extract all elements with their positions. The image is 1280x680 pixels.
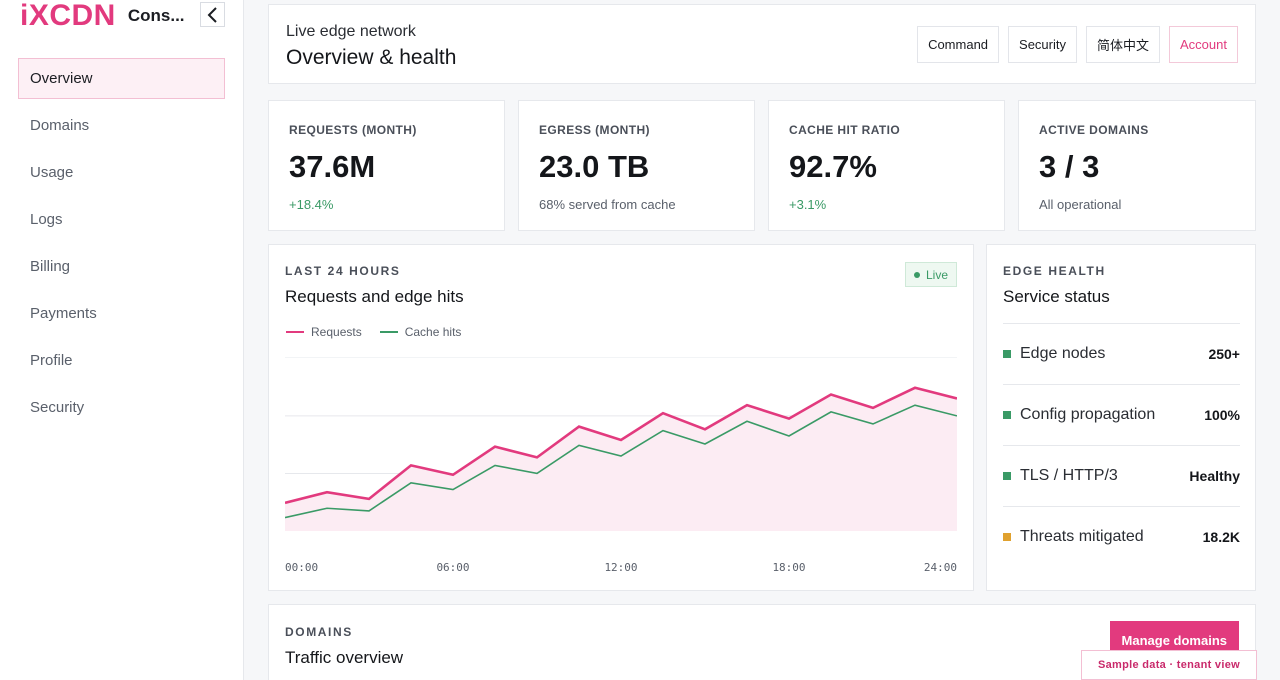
health-row-threats: Threats mitigated 18.2K — [1003, 506, 1240, 567]
requests-chart-card: LAST 24 HOURS Requests and edge hits Liv… — [268, 244, 974, 591]
stat-label: EGRESS (MONTH) — [539, 123, 650, 137]
status-square-icon — [1003, 350, 1011, 358]
domains-card: DOMAINS Traffic overview Manage domains — [268, 604, 1256, 680]
stat-delta: +18.4% — [289, 197, 334, 212]
brand: iXCDN Cons... — [20, 0, 185, 32]
sidebar-item-label: Domains — [30, 117, 90, 134]
legend-item-requests[interactable]: Requests — [286, 325, 362, 339]
x-tick-label: 18:00 — [772, 561, 806, 574]
stat-value: 3 / 3 — [1039, 149, 1100, 184]
stat-delta: +3.1% — [789, 197, 827, 212]
status-square-icon — [1003, 533, 1011, 541]
live-badge: Live — [904, 262, 957, 287]
account-button[interactable]: Account — [1169, 26, 1238, 63]
stat-note: All operational — [1039, 197, 1122, 212]
chevron-left-icon — [207, 6, 217, 23]
command-button[interactable]: Command — [917, 26, 1000, 63]
stat-value: 23.0 TB — [539, 149, 650, 184]
sidebar-item-usage[interactable]: Usage — [18, 152, 225, 193]
brand-logo[interactable]: iXCDN — [20, 0, 116, 32]
stat-card-egress: EGRESS (MONTH) 23.0 TB 68% served from c… — [518, 100, 755, 231]
health-list: Edge nodes 250+ Config propagation 100% … — [1003, 323, 1240, 567]
domains-title: Traffic overview — [285, 648, 404, 667]
stat-label: ACTIVE DOMAINS — [1039, 123, 1149, 137]
stat-value: 37.6M — [289, 149, 376, 184]
health-value: 18.2K — [1202, 529, 1240, 545]
sidebar-item-label: Profile — [30, 352, 73, 369]
legend-item-cache-hits[interactable]: Cache hits — [379, 325, 462, 339]
sidebar-item-label: Usage — [30, 164, 74, 181]
security-button[interactable]: Security — [1008, 26, 1077, 63]
sidebar-item-label: Payments — [30, 305, 97, 322]
health-value: 100% — [1204, 407, 1240, 423]
health-label: Threats mitigated — [1020, 528, 1144, 545]
health-row-config-propagation: Config propagation 100% — [1003, 384, 1240, 445]
health-label: Config propagation — [1020, 406, 1156, 423]
sidebar-item-profile[interactable]: Profile — [18, 340, 225, 381]
sidebar-item-label: Billing — [30, 258, 71, 275]
health-value: Healthy — [1189, 468, 1240, 484]
stat-note: 68% served from cache — [539, 197, 676, 212]
sample-data-tag: Sample data · tenant view — [1081, 650, 1257, 680]
status-square-icon — [1003, 411, 1011, 419]
chart-legend: Requests Cache hits — [286, 325, 461, 339]
sidebar-item-label: Security — [30, 399, 85, 416]
status-square-icon — [1003, 472, 1011, 480]
health-label: TLS / HTTP/3 — [1020, 467, 1118, 484]
sidebar-nav: Overview Domains Usage Logs Billing Paym… — [18, 58, 225, 434]
x-tick-label: 12:00 — [604, 561, 638, 574]
sidebar-item-payments[interactable]: Payments — [18, 293, 225, 334]
x-tick-label: 06:00 — [436, 561, 470, 574]
stat-card-cache-hit-ratio: CACHE HIT RATIO 92.7% +3.1% — [768, 100, 1005, 231]
collapse-sidebar-button[interactable] — [200, 2, 225, 27]
stat-card-requests: REQUESTS (MONTH) 37.6M +18.4% — [268, 100, 505, 231]
health-row-edge-nodes: Edge nodes 250+ — [1003, 323, 1240, 384]
chart-title: Requests and edge hits — [285, 287, 464, 306]
stat-card-active-domains: ACTIVE DOMAINS 3 / 3 All operational — [1018, 100, 1256, 231]
page-subtitle: Live edge network — [286, 23, 416, 40]
sidebar-item-security[interactable]: Security — [18, 387, 225, 428]
sidebar-item-domains[interactable]: Domains — [18, 105, 225, 146]
page-title: Overview & health — [286, 46, 457, 69]
health-eyebrow: EDGE HEALTH — [1003, 264, 1106, 278]
domains-eyebrow: DOMAINS — [285, 625, 353, 639]
language-button[interactable]: 简体中文 — [1086, 26, 1161, 63]
sidebar-item-billing[interactable]: Billing — [18, 246, 225, 287]
health-label: Edge nodes — [1020, 345, 1106, 362]
page-header: Live edge network Overview & health Comm… — [268, 4, 1256, 84]
legend-label: Requests — [311, 325, 362, 339]
requests-line-chart — [285, 357, 957, 531]
health-title: Service status — [1003, 287, 1110, 306]
health-row-tls: TLS / HTTP/3 Healthy — [1003, 445, 1240, 506]
sidebar-item-logs[interactable]: Logs — [18, 199, 225, 240]
sidebar-item-label: Overview — [30, 70, 93, 87]
legend-label: Cache hits — [404, 325, 462, 339]
health-value: 250+ — [1208, 346, 1240, 362]
legend-swatch-requests — [286, 331, 304, 333]
stat-label: REQUESTS (MONTH) — [289, 123, 417, 137]
stat-label: CACHE HIT RATIO — [789, 123, 901, 137]
edge-health-card: EDGE HEALTH Service status Edge nodes 25… — [986, 244, 1256, 591]
sidebar: iXCDN Cons... Overview Domains Usage Log… — [0, 0, 244, 680]
live-badge-label: Live — [925, 267, 948, 282]
stat-value: 92.7% — [789, 149, 877, 184]
requests-series-line — [285, 386, 957, 505]
header-actions: Command Security 简体中文 Account — [917, 26, 1238, 63]
chart-eyebrow: LAST 24 HOURS — [285, 264, 401, 278]
cache-hits-series-line — [285, 404, 957, 519]
requests-area-fill — [285, 387, 957, 531]
app-name: Cons... — [127, 6, 185, 25]
live-dot-icon — [913, 271, 920, 278]
sidebar-item-overview[interactable]: Overview — [18, 58, 225, 99]
x-tick-label: 24:00 — [923, 561, 957, 574]
x-tick-label: 00:00 — [285, 561, 319, 574]
legend-swatch-cache-hits — [379, 331, 398, 333]
sidebar-item-label: Logs — [30, 211, 63, 228]
x-axis-ticks: 00:00 06:00 12:00 18:00 24:00 — [285, 561, 957, 577]
